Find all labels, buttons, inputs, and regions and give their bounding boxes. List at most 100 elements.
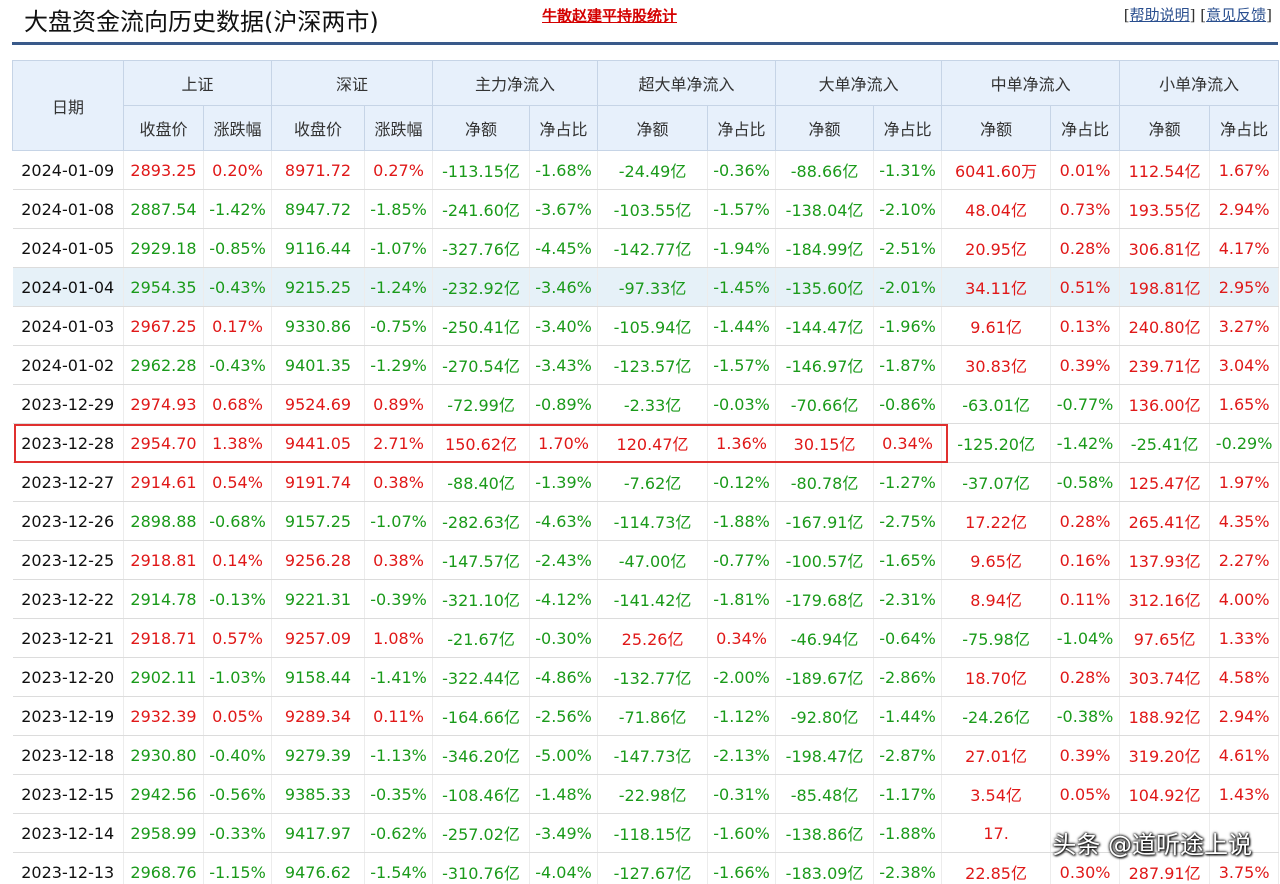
date-cell: 2023-12-21: [12, 618, 124, 658]
date-cell: 2024-01-09: [12, 150, 124, 190]
value-cell: 137.93亿: [1119, 540, 1211, 580]
value-cell: 2887.54: [123, 189, 204, 229]
value-cell: 0.17%: [203, 306, 273, 346]
value-cell: -1.13%: [364, 735, 434, 775]
value-cell: -1.54%: [364, 852, 434, 884]
sub-header: 涨跌幅: [202, 105, 273, 151]
table-row: 2023-12-21 2918.71 0.57% 9257.09 1.08% -21.67…: [12, 618, 1280, 658]
value-cell: -47.00亿: [597, 540, 709, 580]
value-cell: -0.12%: [707, 462, 777, 502]
value-cell: 2968.76: [123, 852, 204, 884]
value-cell: 2942.56: [123, 774, 204, 814]
promo-link[interactable]: 牛散赵建平持股统计: [542, 7, 678, 25]
value-cell: -144.47亿: [775, 306, 875, 346]
date-cell: 2023-12-14: [12, 813, 124, 853]
header-main-inflow: 主力净流入: [432, 60, 599, 106]
value-cell: 17.22亿: [941, 501, 1052, 541]
value-cell: -0.40%: [203, 735, 273, 775]
value-cell: -2.43%: [529, 540, 599, 580]
value-cell: -22.98亿: [597, 774, 709, 814]
value-cell: -108.46亿: [432, 774, 531, 814]
value-cell: 4.35%: [1209, 501, 1280, 541]
date-cell: 2023-12-22: [12, 579, 124, 619]
value-cell: -241.60亿: [432, 189, 531, 229]
value-cell: -0.29%: [1209, 423, 1280, 463]
value-cell: 0.73%: [1050, 189, 1121, 229]
value-cell: 2932.39: [123, 696, 204, 736]
value-cell: -24.26亿: [941, 696, 1052, 736]
value-cell: -1.57%: [707, 345, 777, 385]
value-cell: 0.68%: [203, 384, 273, 424]
value-cell: [1050, 813, 1121, 853]
value-cell: -183.09亿: [775, 852, 875, 884]
value-cell: 8971.72: [271, 150, 366, 190]
value-cell: -184.99亿: [775, 228, 875, 268]
sub-header-row: 收盘价 涨跌幅 收盘价 涨跌幅 净额 净占比 净额 净占比 净额 净占比 净额 净占比 净额 净占比: [13, 105, 1280, 151]
value-cell: -85.48亿: [775, 774, 875, 814]
value-cell: -70.66亿: [775, 384, 875, 424]
sub-header: 净额: [1119, 105, 1211, 151]
help-link[interactable]: 帮助说明: [1129, 6, 1190, 24]
value-cell: -1.41%: [364, 657, 434, 697]
feedback-link[interactable]: 意见反馈: [1206, 6, 1267, 24]
sub-header: 净额: [597, 105, 709, 151]
sub-header: 净额: [941, 105, 1052, 151]
value-cell: -1.44%: [873, 696, 943, 736]
value-cell: 1.97%: [1209, 462, 1280, 502]
value-cell: 265.41亿: [1119, 501, 1211, 541]
value-cell: -232.92亿: [432, 267, 531, 307]
header-large-inflow: 大单净流入: [775, 60, 943, 106]
value-cell: -2.56%: [529, 696, 599, 736]
value-cell: 9289.34: [271, 696, 366, 736]
value-cell: -147.73亿: [597, 735, 709, 775]
value-cell: 97.65亿: [1119, 618, 1211, 658]
value-cell: 9476.62: [271, 852, 366, 884]
value-cell: -0.36%: [707, 150, 777, 190]
value-cell: 0.05%: [203, 696, 273, 736]
sub-header: 涨跌幅: [364, 105, 434, 151]
value-cell: 25.26亿: [597, 618, 709, 658]
date-cell: 2023-12-28: [12, 423, 124, 463]
top-bar: 大盘资金流向历史数据(沪深两市) 牛散赵建平持股统计 [帮助说明] [意见反馈]: [12, 0, 1278, 45]
value-cell: 2974.93: [123, 384, 204, 424]
table-row: 2023-12-14 2958.99 -0.33% 9417.97 -0.62% -257…: [12, 813, 1280, 853]
value-cell: 4.17%: [1209, 228, 1280, 268]
value-cell: -2.87%: [873, 735, 943, 775]
value-cell: 0.11%: [1050, 579, 1121, 619]
page-title: 大盘资金流向历史数据(沪深两市): [24, 8, 379, 36]
value-cell: 27.01亿: [941, 735, 1052, 775]
value-cell: -1.24%: [364, 267, 434, 307]
value-cell: 104.92亿: [1119, 774, 1211, 814]
value-cell: 0.51%: [1050, 267, 1121, 307]
value-cell: -310.76亿: [432, 852, 531, 884]
table-row: 2023-12-22 2914.78 -0.13% 9221.31 -0.39% -321…: [12, 579, 1280, 619]
value-cell: 9385.33: [271, 774, 366, 814]
sub-header: 收盘价: [123, 105, 204, 151]
value-cell: -88.40亿: [432, 462, 531, 502]
header-shanghai: 上证: [122, 60, 273, 106]
value-cell: 9256.28: [271, 540, 366, 580]
value-cell: -92.80亿: [775, 696, 875, 736]
value-cell: -75.98亿: [941, 618, 1052, 658]
table-row: 2023-12-28 2954.70 1.38% 9441.05 2.71% 150.62…: [12, 423, 1280, 463]
value-cell: 9417.97: [271, 813, 366, 853]
value-cell: -179.68亿: [775, 579, 875, 619]
value-cell: -2.38%: [873, 852, 943, 884]
value-cell: 17.: [941, 813, 1052, 853]
value-cell: -0.13%: [203, 579, 273, 619]
value-cell: -105.94亿: [597, 306, 709, 346]
value-cell: 30.83亿: [941, 345, 1052, 385]
value-cell: -3.49%: [529, 813, 599, 853]
sub-header: 收盘价: [271, 105, 366, 151]
value-cell: 9401.35: [271, 345, 366, 385]
header-shenzhen: 深证: [271, 60, 434, 106]
value-cell: 2.95%: [1209, 267, 1280, 307]
value-cell: 4.00%: [1209, 579, 1280, 619]
value-cell: -138.04亿: [775, 189, 875, 229]
value-cell: -114.73亿: [597, 501, 709, 541]
sub-header: 净额: [432, 105, 531, 151]
value-cell: -141.42亿: [597, 579, 709, 619]
sub-header: 净占比: [529, 105, 599, 151]
table-row: 2023-12-19 2932.39 0.05% 9289.34 0.11% -164.6…: [12, 696, 1280, 736]
